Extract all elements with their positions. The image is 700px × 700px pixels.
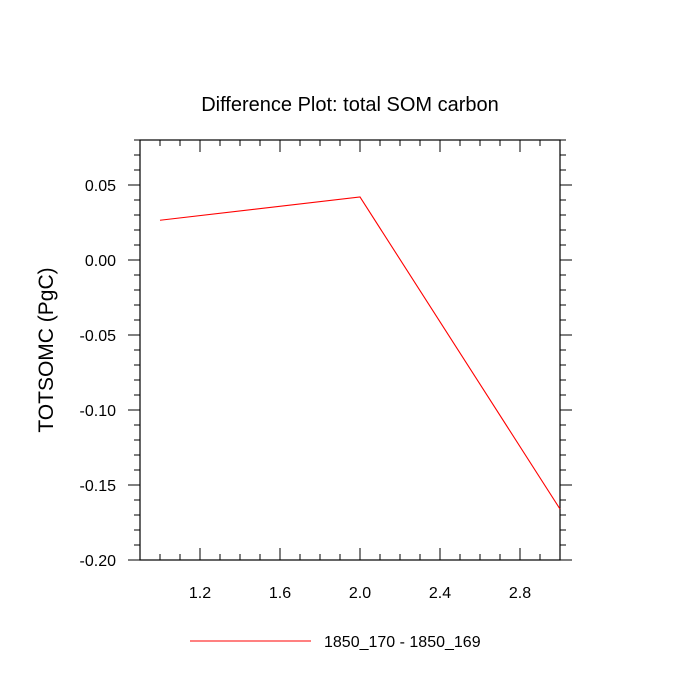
x-tick-label: 2.0 xyxy=(349,585,371,602)
series-layer xyxy=(159,196,561,510)
y-tick-label: -0.10 xyxy=(80,403,117,420)
y-tick-label: -0.20 xyxy=(80,553,117,570)
chart-title: Difference Plot: total SOM carbon xyxy=(201,94,499,116)
plot-frame xyxy=(139,139,561,561)
y-tick-label: 0.00 xyxy=(85,253,116,270)
x-tick-label: 2.4 xyxy=(429,585,451,602)
y-axis-label: TOTSOMC (PgC) xyxy=(35,267,58,432)
y-tick-label: 0.05 xyxy=(85,178,116,195)
legend: 1850_170 - 1850_169 xyxy=(190,634,481,651)
x-tick-label: 2.8 xyxy=(509,585,531,602)
y-tick-label: -0.05 xyxy=(80,328,117,345)
series-line xyxy=(159,196,561,510)
x-tick-label: 1.2 xyxy=(189,585,211,602)
axis-tick-labels: 1.2 1.6 2.0 2.4 2.8 -0.20 -0.15 -0.10 -0.05 0.00 0… xyxy=(80,178,532,602)
y-tick-label: -0.15 xyxy=(80,478,117,495)
axis-ticks xyxy=(128,139,572,561)
legend-label: 1850_170 - 1850_169 xyxy=(324,634,481,651)
x-tick-label: 1.6 xyxy=(269,585,291,602)
